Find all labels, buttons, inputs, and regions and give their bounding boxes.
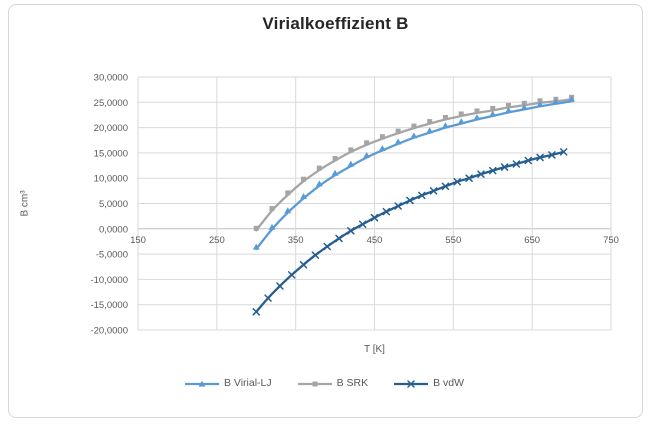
legend-label: B vdW xyxy=(433,377,465,389)
axis-tick-labels: 30,0000 25,0000 20,0000 15,0000 10,0000 5,000… xyxy=(90,73,618,337)
y-tick-label: 10,0000 xyxy=(94,174,128,185)
gridlines xyxy=(137,76,612,331)
series-b-virial-lj[interactable] xyxy=(252,95,575,251)
y-tick-label: -15,0000 xyxy=(90,300,128,311)
y-tick-label: 25,0000 xyxy=(94,98,128,109)
legend-swatch-square-icon xyxy=(297,381,332,387)
y-tick-label: 0,0000 xyxy=(99,224,128,235)
y-tick-label: 30,0000 xyxy=(94,73,128,84)
y-tick-label: 15,0000 xyxy=(94,148,128,159)
legend-label: B SRK xyxy=(336,377,369,389)
y-tick-label: 20,0000 xyxy=(94,123,128,134)
series-b-srk[interactable] xyxy=(253,94,575,232)
x-tick-label: 350 xyxy=(288,235,304,246)
y-tick-label: -10,0000 xyxy=(90,275,128,286)
x-tick-label: 750 xyxy=(603,235,619,246)
legend-swatch-x-icon xyxy=(394,380,429,388)
legend-item-b-srk[interactable]: B SRK xyxy=(297,377,369,389)
series-b-vdw[interactable] xyxy=(252,148,568,316)
y-tick-label: -5,0000 xyxy=(96,250,128,261)
x-tick-label: 150 xyxy=(130,235,146,246)
legend-item-b-vdw[interactable]: B vdW xyxy=(394,377,464,389)
chart-title: Virialkoeffizient B xyxy=(262,14,409,33)
x-tick-label: 250 xyxy=(209,235,225,246)
legend-item-b-virial-lj[interactable]: B Virial-LJ xyxy=(184,377,272,389)
x-tick-label: 450 xyxy=(367,235,383,246)
x-tick-label: 650 xyxy=(524,235,540,246)
y-tick-label: -20,0000 xyxy=(90,326,128,337)
legend: B Virial-LJ B SRK B vdW xyxy=(0,377,649,389)
legend-swatch-triangle-icon xyxy=(184,380,219,387)
y-tick-label: 5,0000 xyxy=(99,199,128,210)
x-tick-label: 550 xyxy=(445,235,461,246)
chart-frame[interactable] xyxy=(8,4,643,418)
x-axis-title: T [K] xyxy=(364,344,385,355)
legend-label: B Virial-LJ xyxy=(223,377,272,389)
